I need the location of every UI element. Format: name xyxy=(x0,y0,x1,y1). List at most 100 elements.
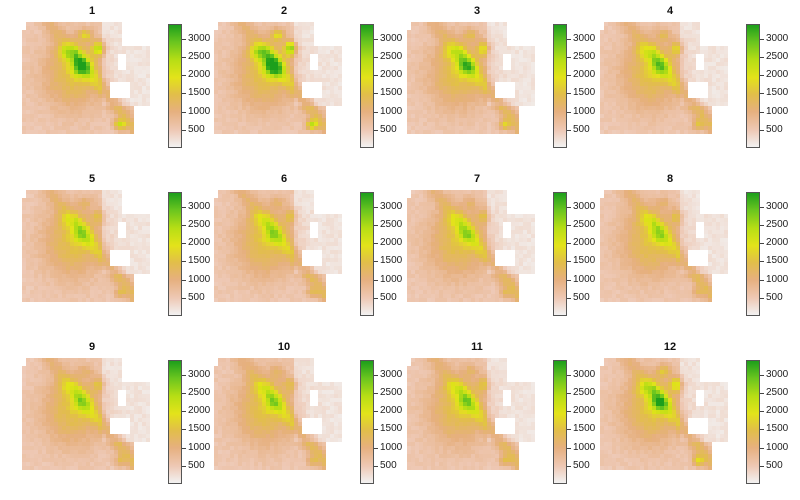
legend-label: 2500 xyxy=(188,50,211,62)
legend-label: 2500 xyxy=(766,386,789,398)
legend-tick xyxy=(567,56,571,58)
legend-label: 1500 xyxy=(573,423,596,435)
legend-tick xyxy=(182,111,186,113)
legend-tick xyxy=(760,374,764,376)
legend-label: 2000 xyxy=(573,405,596,417)
legend-label: 1500 xyxy=(380,423,403,435)
legend-tick xyxy=(567,38,571,40)
legend-color-bar xyxy=(360,24,374,148)
legend-tick xyxy=(760,111,764,113)
legend-tick xyxy=(567,206,571,208)
legend-label: 1000 xyxy=(573,105,596,117)
legend-tick xyxy=(567,224,571,226)
map-panel: 9 3000 2500 2000 1500 1000 500 xyxy=(22,340,212,500)
legend-tick xyxy=(760,392,764,394)
legend-tick xyxy=(182,411,186,413)
map-panel: 4 3000 2500 2000 1500 1000 500 xyxy=(600,4,790,164)
legend-tick xyxy=(760,56,764,58)
legend-tick xyxy=(760,206,764,208)
legend-label: 2500 xyxy=(380,218,403,230)
color-legend: 3000 2500 2000 1500 1000 500 xyxy=(162,358,222,486)
color-legend: 3000 2500 2000 1500 1000 500 xyxy=(354,22,414,150)
color-legend: 3000 2500 2000 1500 1000 500 xyxy=(162,22,222,150)
legend-color-bar xyxy=(360,360,374,484)
legend-label: 1000 xyxy=(380,105,403,117)
legend-tick xyxy=(374,392,378,394)
legend-tick xyxy=(567,465,571,467)
legend-tick xyxy=(182,392,186,394)
color-legend: 3000 2500 2000 1500 1000 500 xyxy=(547,22,607,150)
raster-map xyxy=(22,22,162,150)
legend-label: 1000 xyxy=(188,273,211,285)
legend-label: 3000 xyxy=(573,32,596,44)
map-panel: 5 3000 2500 2000 1500 1000 500 xyxy=(22,172,212,332)
raster-image xyxy=(407,358,535,470)
legend-tick xyxy=(374,297,378,299)
legend-label: 1000 xyxy=(766,441,789,453)
legend-label: 1000 xyxy=(573,273,596,285)
map-panel: 11 3000 2500 2000 1500 1000 500 xyxy=(407,340,597,500)
legend-label: 2000 xyxy=(380,69,403,81)
raster-map xyxy=(22,358,162,486)
legend-tick xyxy=(374,279,378,281)
legend-label: 1000 xyxy=(766,273,789,285)
legend-label: 2500 xyxy=(188,218,211,230)
legend-label: 3000 xyxy=(573,200,596,212)
legend-label: 500 xyxy=(766,459,783,471)
legend-tick xyxy=(760,243,764,245)
legend-tick xyxy=(374,38,378,40)
legend-label: 500 xyxy=(188,459,205,471)
panel-title: 3 xyxy=(473,5,481,17)
raster-map xyxy=(214,358,354,486)
legend-tick xyxy=(567,411,571,413)
raster-map xyxy=(22,190,162,318)
legend-label: 1500 xyxy=(188,87,211,99)
legend-tick xyxy=(374,111,378,113)
legend-color-bar xyxy=(168,360,182,484)
panel-title: 7 xyxy=(473,173,481,185)
raster-image xyxy=(600,190,728,302)
raster-map xyxy=(407,22,547,150)
color-legend: 3000 2500 2000 1500 1000 500 xyxy=(547,358,607,486)
legend-label: 1000 xyxy=(766,105,789,117)
panel-title: 4 xyxy=(666,5,674,17)
panel-title: 11 xyxy=(471,341,483,353)
color-legend: 3000 2500 2000 1500 1000 500 xyxy=(354,358,414,486)
legend-tick xyxy=(567,279,571,281)
color-legend: 3000 2500 2000 1500 1000 500 xyxy=(740,358,800,486)
legend-label: 3000 xyxy=(188,32,211,44)
legend-tick xyxy=(182,447,186,449)
map-panel: 2 3000 2500 2000 1500 1000 500 xyxy=(214,4,404,164)
legend-tick xyxy=(567,447,571,449)
color-legend: 3000 2500 2000 1500 1000 500 xyxy=(740,190,800,318)
legend-tick xyxy=(182,93,186,95)
legend-tick xyxy=(182,75,186,77)
legend-tick xyxy=(567,75,571,77)
map-panel: 1 3000 2500 2000 1500 1000 500 xyxy=(22,4,212,164)
color-legend: 3000 2500 2000 1500 1000 500 xyxy=(740,22,800,150)
legend-tick xyxy=(182,465,186,467)
legend-label: 2500 xyxy=(188,386,211,398)
legend-label: 1500 xyxy=(766,255,789,267)
legend-label: 500 xyxy=(573,459,590,471)
legend-tick xyxy=(567,297,571,299)
map-panel: 12 3000 2500 2000 1500 1000 500 xyxy=(600,340,790,500)
legend-tick xyxy=(182,297,186,299)
legend-tick xyxy=(374,206,378,208)
legend-label: 1000 xyxy=(188,105,211,117)
raster-image xyxy=(407,190,535,302)
map-panel: 8 3000 2500 2000 1500 1000 500 xyxy=(600,172,790,332)
legend-label: 1000 xyxy=(380,441,403,453)
legend-label: 2000 xyxy=(573,69,596,81)
legend-label: 2500 xyxy=(766,50,789,62)
legend-tick xyxy=(182,261,186,263)
panel-title: 8 xyxy=(666,173,674,185)
panel-title: 6 xyxy=(280,173,288,185)
legend-tick xyxy=(182,243,186,245)
legend-tick xyxy=(567,261,571,263)
legend-tick xyxy=(182,374,186,376)
legend-label: 1000 xyxy=(188,441,211,453)
legend-label: 1000 xyxy=(380,273,403,285)
panel-title: 5 xyxy=(88,173,96,185)
legend-label: 500 xyxy=(380,123,397,135)
